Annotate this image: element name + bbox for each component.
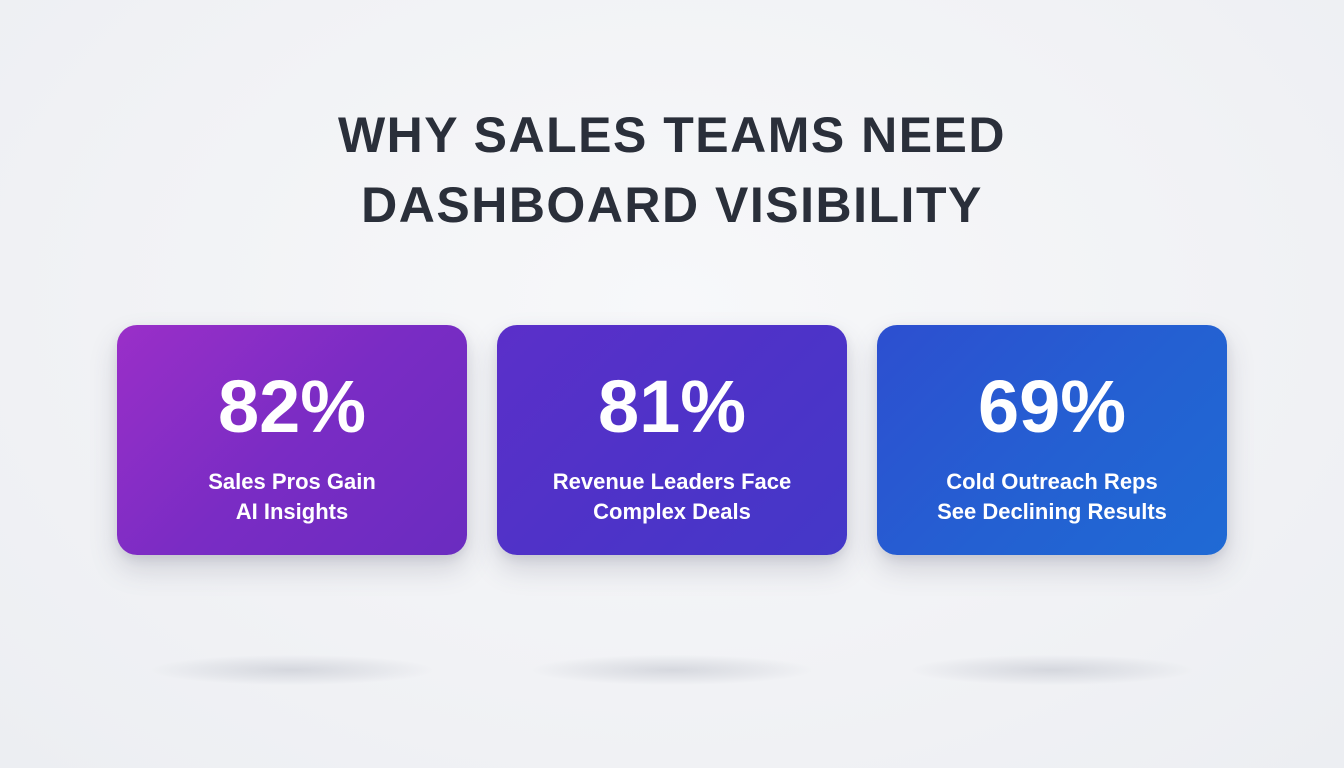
stat-label-line-2: Complex Deals (593, 499, 751, 524)
stat-label: Sales Pros Gain AI Insights (117, 467, 467, 527)
stat-label-line-2: See Declining Results (937, 499, 1167, 524)
stat-card-3: 69% Cold Outreach Reps See Declining Res… (877, 325, 1227, 555)
stat-label-line-1: Sales Pros Gain (208, 469, 376, 494)
stat-value: 81% (597, 365, 747, 448)
stat-label: Revenue Leaders Face Complex Deals (497, 467, 847, 527)
stat-value: 82% (217, 365, 367, 448)
card-floor-shadow (152, 655, 432, 685)
stat-label: Cold Outreach Reps See Declining Results (877, 467, 1227, 527)
stat-label-line-2: AI Insights (235, 499, 349, 524)
card-floor-shadow (532, 655, 812, 685)
stat-card-2: 81% Revenue Leaders Face Complex Deals (497, 325, 847, 555)
stat-card-1: 82% Sales Pros Gain AI Insights (117, 325, 467, 555)
stat-label-line-1: Cold Outreach Reps (946, 469, 1158, 494)
card-floor-shadow (912, 655, 1192, 685)
page-title: WHY SALES TEAMS NEED DASHBOARD VISIBILIT… (0, 100, 1344, 240)
stat-label-line-1: Revenue Leaders Face (552, 469, 792, 494)
page-title-line-1: WHY SALES TEAMS NEED (337, 107, 1007, 163)
page-title-line-2: DASHBOARD VISIBILITY (361, 177, 983, 233)
stat-value: 69% (977, 365, 1127, 448)
